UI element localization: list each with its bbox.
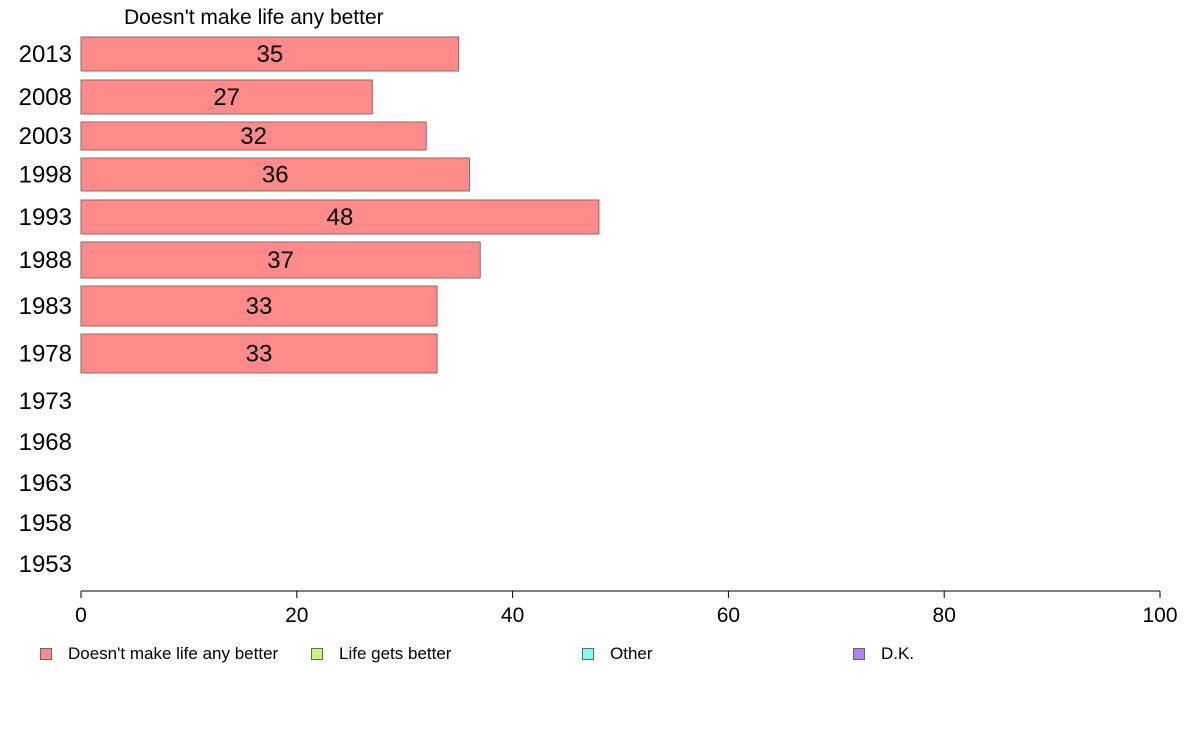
data-label: 37 (267, 247, 294, 274)
bar-chart: 2013 2008 2003 1998 1993 1988 1983 1978 1973 1968… (19, 36, 1178, 627)
legend-item-doesnt-make-life-better: Doesn't make life any better (40, 644, 278, 664)
x-tick-label: 20 (285, 604, 308, 627)
bar (80, 121, 427, 151)
category-label: 2003 (19, 123, 72, 150)
x-tick-label: 80 (933, 604, 956, 627)
data-label: 36 (262, 162, 289, 189)
legend-swatch (582, 648, 594, 660)
x-tick-label: 60 (717, 604, 740, 627)
bar (80, 157, 470, 192)
category-label: 1998 (19, 162, 72, 189)
bar (80, 199, 600, 235)
bar (80, 285, 438, 327)
data-label: 35 (256, 41, 283, 68)
category-label: 1978 (19, 341, 72, 368)
category-label: 1958 (19, 510, 72, 537)
bar (80, 36, 460, 72)
category-label: 2008 (19, 84, 72, 111)
category-label: 1993 (19, 204, 72, 231)
legend: Doesn't make life any better Life gets b… (0, 644, 1188, 668)
bar (80, 241, 481, 279)
category-label: 1973 (19, 388, 72, 415)
legend-item-other: Other (582, 644, 653, 664)
legend-swatch (853, 648, 865, 660)
legend-swatch (311, 648, 323, 660)
data-label: 48 (327, 204, 354, 231)
data-label: 33 (246, 341, 273, 368)
legend-label: Doesn't make life any better (68, 644, 279, 663)
legend-item-life-gets-better: Life gets better (311, 644, 451, 664)
category-label: 1963 (19, 470, 72, 497)
x-tick-label: 100 (1142, 604, 1177, 627)
data-label: 27 (213, 84, 240, 111)
bar (80, 79, 373, 115)
category-label: 1988 (19, 247, 72, 274)
x-tick-label: 0 (75, 604, 87, 627)
category-label: 1953 (19, 551, 72, 578)
legend-label: D.K. (881, 644, 915, 663)
category-label: 1968 (19, 429, 72, 456)
legend-item-dk: D.K. (853, 644, 914, 664)
chart-title: Doesn't make life any better (124, 6, 384, 29)
category-label: 1983 (19, 293, 72, 320)
data-label: 32 (240, 123, 267, 150)
legend-swatch (40, 648, 52, 660)
legend-label: Life gets better (339, 644, 452, 663)
data-label: 33 (246, 293, 273, 320)
category-label: 2013 (19, 41, 72, 68)
bar (80, 333, 438, 374)
x-tick-label: 40 (501, 604, 524, 627)
legend-label: Other (610, 644, 653, 663)
